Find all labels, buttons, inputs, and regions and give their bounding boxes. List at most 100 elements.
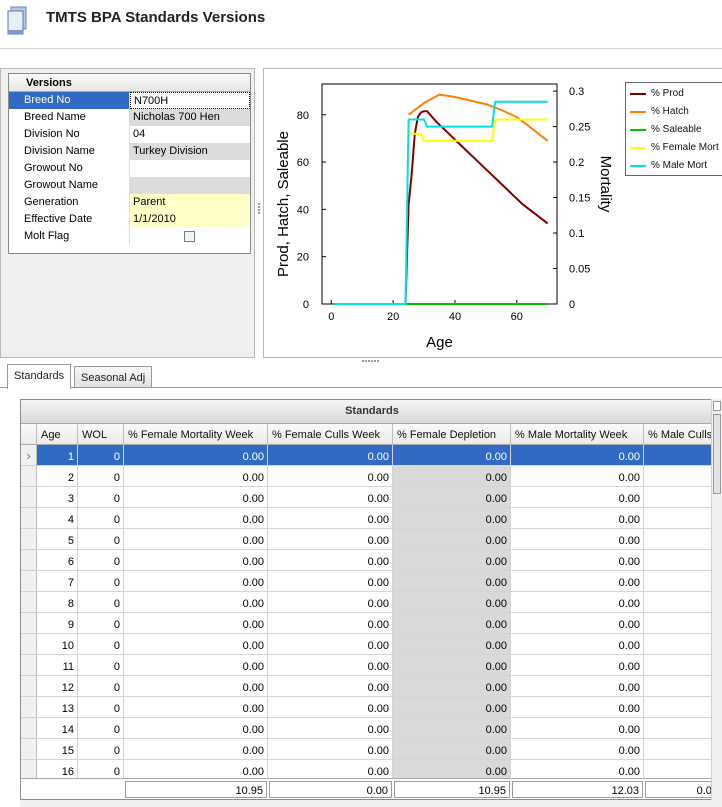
table-cell[interactable]: 0.00 xyxy=(268,445,393,466)
table-cell[interactable] xyxy=(644,550,721,571)
row-selector[interactable] xyxy=(21,508,37,529)
column-header[interactable]: Age xyxy=(37,424,78,445)
table-cell[interactable]: 8 xyxy=(37,592,78,613)
property-value[interactable] xyxy=(130,177,250,194)
row-selector[interactable]: › xyxy=(21,445,37,466)
property-row[interactable]: Generation Parent xyxy=(9,194,250,211)
table-cell[interactable]: 11 xyxy=(37,655,78,676)
property-value[interactable]: 1/1/2010 xyxy=(130,211,250,228)
table-cell[interactable]: 0.00 xyxy=(393,634,511,655)
table-cell[interactable]: 0.00 xyxy=(511,592,644,613)
table-row[interactable]: 3 0 0.00 0.00 0.00 0.00 xyxy=(21,487,721,508)
table-cell[interactable]: 0.00 xyxy=(393,487,511,508)
table-cell[interactable]: 0.00 xyxy=(268,466,393,487)
table-cell[interactable]: 0.00 xyxy=(511,718,644,739)
row-selector[interactable] xyxy=(21,655,37,676)
property-row[interactable]: Breed No N700H xyxy=(9,92,250,109)
table-cell[interactable] xyxy=(644,592,721,613)
table-row[interactable]: 10 0 0.00 0.00 0.00 0.00 xyxy=(21,634,721,655)
table-cell[interactable]: 0.00 xyxy=(393,571,511,592)
table-cell[interactable] xyxy=(644,445,721,466)
table-row[interactable]: 6 0 0.00 0.00 0.00 0.00 xyxy=(21,550,721,571)
table-cell[interactable]: 0 xyxy=(78,487,124,508)
column-header[interactable]: % Male Culls xyxy=(644,424,721,445)
table-cell[interactable]: 0.00 xyxy=(124,529,268,550)
table-cell[interactable]: 0.00 xyxy=(393,718,511,739)
table-cell[interactable]: 9 xyxy=(37,613,78,634)
table-cell[interactable]: 0.00 xyxy=(511,487,644,508)
table-cell[interactable]: 0 xyxy=(78,718,124,739)
table-cell[interactable]: 0.00 xyxy=(124,571,268,592)
table-cell[interactable]: 0 xyxy=(78,466,124,487)
table-cell[interactable]: 0.00 xyxy=(124,466,268,487)
table-cell[interactable]: 3 xyxy=(37,487,78,508)
table-row[interactable]: 4 0 0.00 0.00 0.00 0.00 xyxy=(21,508,721,529)
table-cell[interactable]: 10 xyxy=(37,634,78,655)
table-cell[interactable]: 0.00 xyxy=(268,634,393,655)
table-cell[interactable]: 0.00 xyxy=(511,739,644,760)
row-selector[interactable] xyxy=(21,739,37,760)
table-cell[interactable]: 0.00 xyxy=(268,487,393,508)
table-cell[interactable]: 7 xyxy=(37,571,78,592)
table-cell[interactable]: 0.00 xyxy=(268,613,393,634)
property-value[interactable] xyxy=(130,160,250,177)
row-selector[interactable] xyxy=(21,697,37,718)
table-row[interactable]: 2 0 0.00 0.00 0.00 0.00 xyxy=(21,466,721,487)
table-cell[interactable]: 0.00 xyxy=(124,739,268,760)
table-cell[interactable] xyxy=(644,697,721,718)
row-selector[interactable] xyxy=(21,676,37,697)
tab-standards[interactable]: Standards xyxy=(7,364,72,389)
property-value[interactable]: Parent xyxy=(130,194,250,211)
table-cell[interactable]: 15 xyxy=(37,739,78,760)
table-cell[interactable]: 0 xyxy=(78,697,124,718)
table-cell[interactable] xyxy=(644,487,721,508)
table-cell[interactable]: 0 xyxy=(78,676,124,697)
property-row[interactable]: Molt Flag xyxy=(9,228,250,245)
table-cell[interactable]: 0.00 xyxy=(124,445,268,466)
table-row[interactable]: 14 0 0.00 0.00 0.00 0.00 xyxy=(21,718,721,739)
property-value[interactable]: 04 xyxy=(130,126,250,143)
table-cell[interactable]: 0 xyxy=(78,508,124,529)
table-cell[interactable]: 0.00 xyxy=(124,508,268,529)
table-cell[interactable]: 0.00 xyxy=(393,466,511,487)
table-cell[interactable]: 0.00 xyxy=(124,613,268,634)
row-selector[interactable] xyxy=(21,571,37,592)
table-cell[interactable]: 0.00 xyxy=(124,718,268,739)
table-cell[interactable]: 0.00 xyxy=(511,529,644,550)
row-selector[interactable] xyxy=(21,613,37,634)
table-cell[interactable]: 0.00 xyxy=(511,466,644,487)
vertical-splitter[interactable] xyxy=(257,68,262,358)
table-cell[interactable]: 0 xyxy=(78,550,124,571)
table-row[interactable]: 13 0 0.00 0.00 0.00 0.00 xyxy=(21,697,721,718)
table-cell[interactable]: 0.00 xyxy=(268,592,393,613)
table-cell[interactable]: 0 xyxy=(78,613,124,634)
row-selector[interactable] xyxy=(21,466,37,487)
table-cell[interactable]: 0.00 xyxy=(124,592,268,613)
table-cell[interactable]: 0.00 xyxy=(511,697,644,718)
horizontal-splitter[interactable] xyxy=(0,359,722,364)
molt-flag-checkbox[interactable] xyxy=(184,231,195,242)
column-header[interactable]: % Female Depletion xyxy=(393,424,511,445)
vertical-scrollbar[interactable] xyxy=(711,399,722,800)
row-selector[interactable] xyxy=(21,487,37,508)
table-cell[interactable]: 0.00 xyxy=(393,592,511,613)
property-row[interactable]: Division No 04 xyxy=(9,126,250,143)
column-header[interactable]: % Male Mortality Week xyxy=(511,424,644,445)
table-cell[interactable]: 0.00 xyxy=(511,571,644,592)
table-row[interactable]: 15 0 0.00 0.00 0.00 0.00 xyxy=(21,739,721,760)
table-cell[interactable] xyxy=(644,739,721,760)
table-cell[interactable]: 5 xyxy=(37,529,78,550)
table-cell[interactable] xyxy=(644,571,721,592)
column-header[interactable]: WOL xyxy=(78,424,124,445)
table-row[interactable]: 8 0 0.00 0.00 0.00 0.00 xyxy=(21,592,721,613)
table-cell[interactable]: 4 xyxy=(37,508,78,529)
table-cell[interactable]: 0.00 xyxy=(268,550,393,571)
table-cell[interactable]: 0.00 xyxy=(393,550,511,571)
table-cell[interactable]: 0.00 xyxy=(124,676,268,697)
table-cell[interactable]: 13 xyxy=(37,697,78,718)
table-cell[interactable]: 0 xyxy=(78,634,124,655)
table-cell[interactable]: 0 xyxy=(78,739,124,760)
table-cell[interactable]: 0.00 xyxy=(268,676,393,697)
table-cell[interactable]: 0.00 xyxy=(511,634,644,655)
table-cell[interactable]: 0.00 xyxy=(268,697,393,718)
